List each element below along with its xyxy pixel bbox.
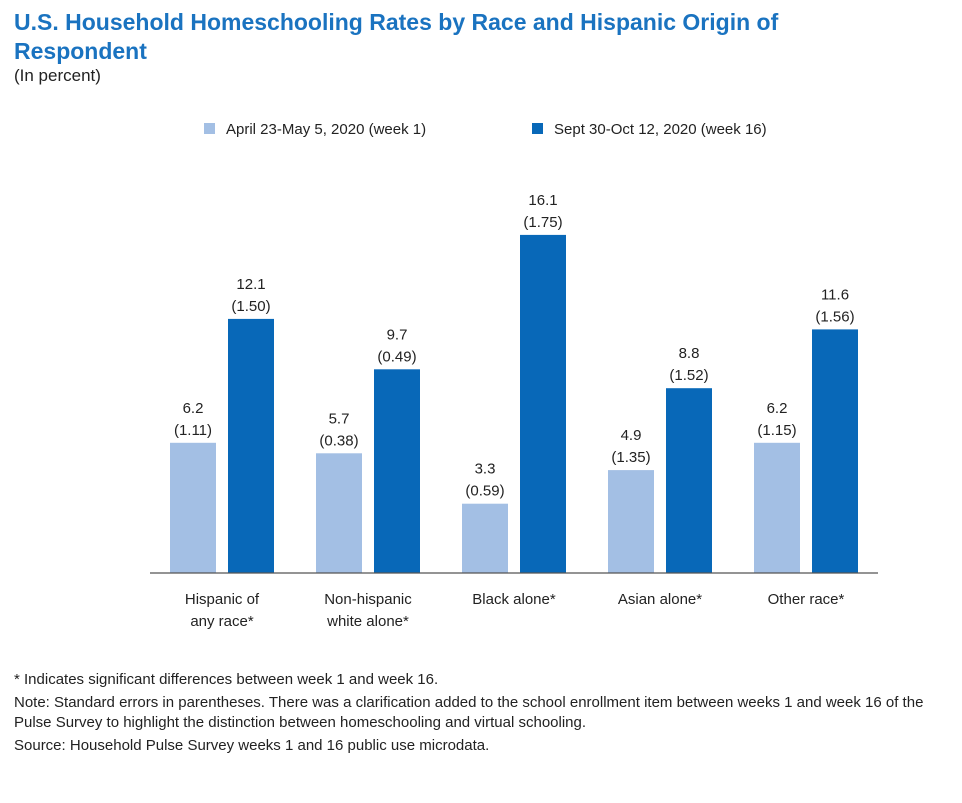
category-label: Asian alone* [618, 591, 702, 608]
error-label: (0.38) [319, 432, 358, 449]
chart-title: U.S. Household Homeschooling Rates by Ra… [14, 9, 779, 64]
error-label: (0.59) [465, 483, 504, 500]
category-label: Black alone* [472, 591, 556, 608]
bar [462, 503, 508, 573]
error-label: (1.50) [231, 298, 270, 315]
category-label: Hispanic of [185, 591, 260, 608]
error-label: (1.15) [757, 422, 796, 439]
value-label: 6.2 [767, 400, 788, 417]
bar [520, 234, 566, 573]
bar [754, 442, 800, 573]
legend-label: April 23-May 5, 2020 (week 1) [226, 121, 426, 138]
error-label: (1.52) [669, 367, 708, 384]
error-label: (0.49) [377, 348, 416, 365]
bar [228, 318, 274, 573]
error-label: (1.75) [523, 214, 562, 231]
error-label: (1.56) [815, 308, 854, 325]
value-label: 9.7 [387, 326, 408, 343]
error-label: (1.35) [611, 449, 650, 466]
source-note: Source: Household Pulse Survey weeks 1 a… [14, 737, 490, 754]
legend-swatch [204, 123, 215, 134]
bar [374, 369, 420, 573]
value-label: 12.1 [236, 276, 265, 293]
value-label: 5.7 [329, 410, 350, 427]
bar-chart: April 23-May 5, 2020 (week 1) Sept 30-Oct… [150, 121, 878, 630]
bar [170, 442, 216, 573]
chart-subtitle: (In percent) [14, 66, 101, 85]
legend-label: Sept 30-Oct 12, 2020 (week 16) [554, 121, 767, 138]
error-label: (1.11) [174, 422, 212, 439]
value-label: 6.2 [183, 400, 204, 417]
notes: * Indicates significant differences betw… [14, 670, 954, 759]
bar [812, 329, 858, 573]
value-label: 4.9 [621, 427, 642, 444]
category-label: Non-hispanic [324, 591, 412, 608]
category-label: Other race* [768, 591, 845, 608]
value-label: 3.3 [475, 461, 496, 478]
value-label: 11.6 [821, 286, 849, 303]
legend-swatch [532, 123, 543, 134]
value-label: 8.8 [679, 345, 700, 362]
significance-note: * Indicates significant differences betw… [14, 671, 439, 688]
bar [316, 453, 362, 573]
bar [608, 470, 654, 573]
bar [666, 388, 712, 573]
category-label: white alone* [326, 613, 409, 630]
standard-error-note: Note: Standard errors in parentheses. Th… [14, 694, 924, 731]
value-label: 16.1 [528, 192, 557, 209]
category-label: any race* [190, 613, 254, 630]
